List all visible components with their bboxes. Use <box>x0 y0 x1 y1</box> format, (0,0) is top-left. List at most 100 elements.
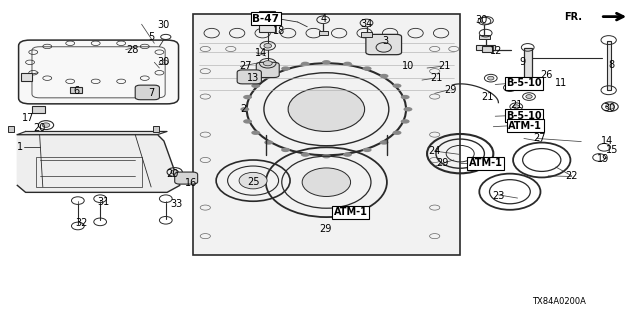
Text: 1: 1 <box>17 142 24 152</box>
FancyBboxPatch shape <box>175 172 198 184</box>
Text: 29: 29 <box>436 158 449 168</box>
Text: 27: 27 <box>534 133 546 143</box>
Circle shape <box>264 140 273 145</box>
Text: 33: 33 <box>170 199 183 209</box>
Circle shape <box>343 62 352 66</box>
Circle shape <box>301 152 310 157</box>
Bar <box>483 46 492 52</box>
Circle shape <box>403 107 412 111</box>
Circle shape <box>392 84 401 88</box>
Text: 12: 12 <box>490 45 502 56</box>
Ellipse shape <box>263 61 272 66</box>
Bar <box>8 126 14 132</box>
Circle shape <box>363 66 372 71</box>
Bar <box>70 87 82 93</box>
Text: 21: 21 <box>481 92 493 101</box>
Bar <box>259 11 275 32</box>
Ellipse shape <box>605 104 614 109</box>
Circle shape <box>380 140 388 145</box>
Text: 16: 16 <box>185 178 197 188</box>
Circle shape <box>380 74 388 78</box>
Text: 10: 10 <box>402 61 414 71</box>
Text: 30: 30 <box>475 15 487 25</box>
Bar <box>32 106 45 113</box>
Text: B-5-10: B-5-10 <box>506 111 541 121</box>
Text: ATM-1: ATM-1 <box>508 121 542 131</box>
Ellipse shape <box>239 172 267 189</box>
Bar <box>362 32 372 37</box>
Text: B-5-10: B-5-10 <box>506 78 541 88</box>
Bar <box>479 35 490 39</box>
Ellipse shape <box>264 44 271 48</box>
Ellipse shape <box>288 87 365 132</box>
Text: 27: 27 <box>239 61 252 71</box>
Circle shape <box>322 60 331 65</box>
Text: 14: 14 <box>600 136 613 146</box>
Text: 4: 4 <box>320 14 326 24</box>
Ellipse shape <box>42 123 50 127</box>
Text: 20: 20 <box>33 123 46 133</box>
Text: ATM-1: ATM-1 <box>468 158 502 168</box>
Text: 28: 28 <box>126 44 138 55</box>
Ellipse shape <box>488 76 494 80</box>
Text: 31: 31 <box>97 197 109 207</box>
Text: 25: 25 <box>247 177 259 187</box>
Text: 8: 8 <box>609 60 615 70</box>
Text: 15: 15 <box>605 145 618 155</box>
Text: 5: 5 <box>148 32 154 42</box>
Circle shape <box>264 74 273 78</box>
Circle shape <box>343 152 352 157</box>
Text: 24: 24 <box>429 146 441 156</box>
Bar <box>524 48 532 78</box>
FancyBboxPatch shape <box>19 40 179 104</box>
Text: 3: 3 <box>382 36 388 46</box>
Circle shape <box>363 148 372 152</box>
Text: 11: 11 <box>555 78 567 88</box>
Circle shape <box>252 84 260 88</box>
Bar <box>20 73 32 81</box>
Text: 14: 14 <box>255 48 268 58</box>
Ellipse shape <box>513 105 520 108</box>
Ellipse shape <box>526 95 532 99</box>
Circle shape <box>241 107 249 111</box>
Circle shape <box>401 119 410 124</box>
Bar <box>607 41 611 90</box>
Bar <box>36 157 141 187</box>
Text: 30: 30 <box>157 57 170 67</box>
Text: 26: 26 <box>540 70 552 80</box>
Text: 34: 34 <box>360 19 372 28</box>
Text: 6: 6 <box>74 86 79 96</box>
Ellipse shape <box>507 86 513 90</box>
Text: 29: 29 <box>444 85 457 95</box>
FancyBboxPatch shape <box>366 34 401 55</box>
Circle shape <box>281 148 290 152</box>
Circle shape <box>401 95 410 99</box>
Text: 22: 22 <box>566 172 578 181</box>
Bar <box>476 45 495 50</box>
Text: 21: 21 <box>438 61 451 71</box>
Text: 21: 21 <box>430 73 442 83</box>
Text: 13: 13 <box>247 73 259 83</box>
Text: 18: 18 <box>273 26 285 36</box>
Ellipse shape <box>171 170 179 174</box>
Text: 21: 21 <box>510 100 522 110</box>
Text: ATM-1: ATM-1 <box>333 207 367 217</box>
Text: 7: 7 <box>148 88 154 98</box>
Circle shape <box>243 119 252 124</box>
Text: TX84A0200A: TX84A0200A <box>532 297 586 306</box>
Text: FR.: FR. <box>564 12 582 22</box>
Circle shape <box>252 131 260 135</box>
Text: 29: 29 <box>319 224 332 234</box>
FancyBboxPatch shape <box>237 70 261 84</box>
Circle shape <box>392 131 401 135</box>
Circle shape <box>281 66 290 71</box>
Text: B-47: B-47 <box>252 14 279 24</box>
Text: 30: 30 <box>157 20 170 30</box>
Polygon shape <box>17 135 180 192</box>
Bar <box>153 126 159 132</box>
Polygon shape <box>17 132 167 135</box>
Text: 20: 20 <box>166 169 179 179</box>
Text: 19: 19 <box>597 154 609 164</box>
Text: 30: 30 <box>604 103 616 113</box>
Bar <box>193 14 460 255</box>
